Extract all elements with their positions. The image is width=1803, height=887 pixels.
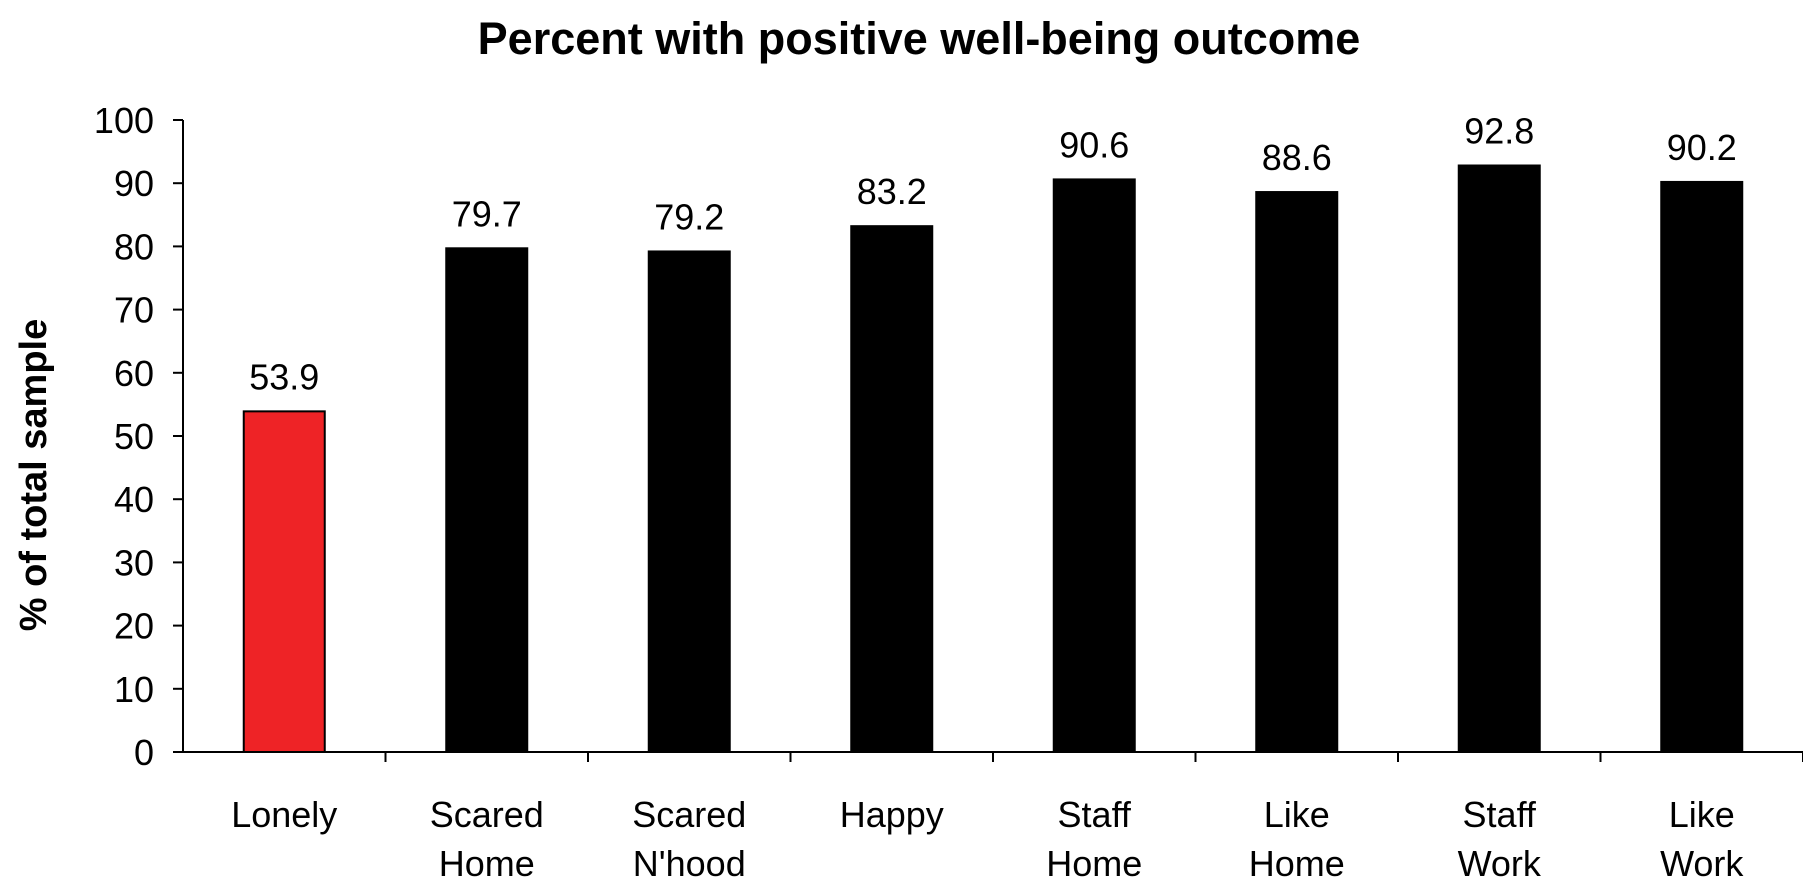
bar — [244, 411, 325, 752]
y-tick-label: 90 — [114, 163, 154, 204]
category-labels: Lonely Scared Home Scared N'hood Happy Staff Ho… — [231, 794, 1744, 882]
bar-value-label: 83.2 — [857, 171, 927, 212]
y-tick-label: 70 — [114, 290, 154, 331]
x-tick-label: Staff — [1463, 794, 1537, 835]
bar-value-label: 79.2 — [654, 196, 724, 237]
bar-value-label: 90.2 — [1667, 127, 1737, 168]
bar-value-label: 88.6 — [1262, 137, 1332, 178]
bars — [244, 166, 1743, 752]
y-tick-label: 60 — [114, 353, 154, 394]
chart-title: Percent with positive well-being outcome — [478, 13, 1361, 64]
x-tick-label: Work — [1660, 843, 1744, 882]
y-ticks: 0 10 20 30 40 50 60 70 80 90 100 — [94, 100, 183, 773]
y-tick-label: 0 — [134, 732, 154, 773]
bar-value-label: 79.7 — [452, 193, 522, 234]
bar — [1256, 192, 1337, 752]
bar-value-label: 53.9 — [249, 356, 319, 397]
x-tick-label: Scared — [430, 794, 544, 835]
y-tick-label: 100 — [94, 100, 154, 141]
y-tick-label: 40 — [114, 479, 154, 520]
bar — [446, 248, 527, 752]
bar — [1661, 182, 1742, 752]
x-tick-label: Lonely — [231, 794, 337, 835]
y-tick-label: 20 — [114, 606, 154, 647]
x-ticks — [386, 752, 1803, 762]
x-tick-label: Home — [1249, 843, 1345, 882]
x-tick-label: Home — [1046, 843, 1142, 882]
bar-value-label: 90.6 — [1059, 124, 1129, 165]
y-tick-label: 10 — [114, 669, 154, 710]
bar — [1054, 179, 1135, 752]
x-tick-label: Like — [1669, 794, 1735, 835]
x-tick-label: Work — [1458, 843, 1542, 882]
y-tick-label: 80 — [114, 226, 154, 267]
x-tick-label: Happy — [840, 794, 944, 835]
bar — [851, 226, 932, 752]
bar — [1459, 166, 1540, 752]
bar — [649, 251, 730, 752]
bar-value-label: 92.8 — [1464, 111, 1534, 152]
y-tick-label: 50 — [114, 416, 154, 457]
y-axis-label: % of total sample — [13, 319, 55, 632]
x-tick-label: Staff — [1058, 794, 1132, 835]
x-tick-label: Home — [439, 843, 535, 882]
x-tick-label: Like — [1264, 794, 1330, 835]
x-tick-label: N'hood — [633, 843, 746, 882]
y-tick-label: 30 — [114, 542, 154, 583]
x-tick-label: Scared — [632, 794, 746, 835]
